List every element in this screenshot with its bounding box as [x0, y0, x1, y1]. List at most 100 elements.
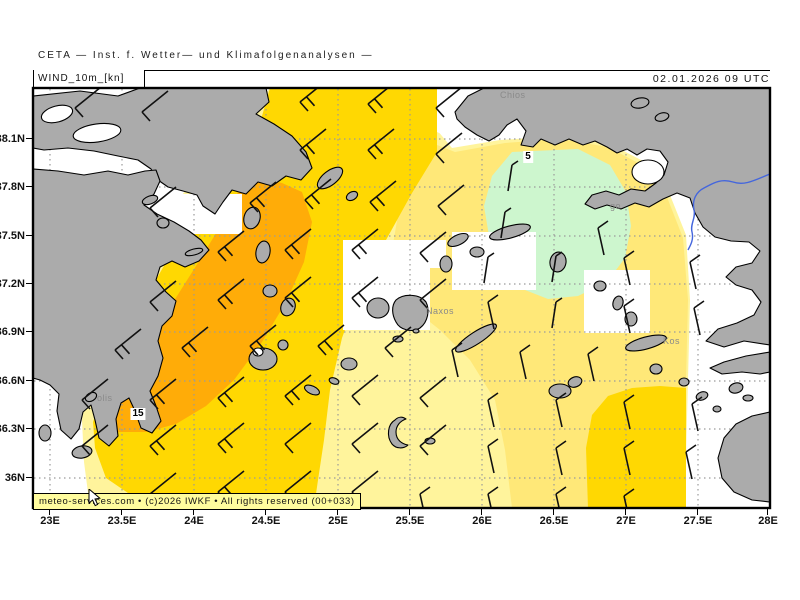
wind-barb — [149, 378, 177, 410]
wind-barb — [555, 486, 567, 507]
wind-barb — [551, 297, 563, 329]
lon-tick-label: 24E — [184, 515, 204, 527]
wind-barb — [597, 220, 609, 256]
lon-tick — [265, 509, 266, 515]
wind-barb — [587, 346, 599, 382]
institute-title: CETA — Inst. f. Wetter— und Klimafolgena… — [38, 50, 374, 61]
lat-tick — [26, 380, 32, 381]
lon-tick — [553, 509, 554, 515]
wind-barb — [249, 181, 277, 213]
credit-bar: meteo-services.com • (c)2026 IWKF • All … — [33, 493, 361, 510]
land-datca — [709, 351, 769, 375]
wind-barb — [74, 89, 100, 118]
lat-tick — [26, 235, 32, 236]
place-label: olis — [97, 393, 113, 403]
lat-tick-label: 38.1N — [0, 133, 25, 145]
wind-barb — [351, 374, 379, 406]
wind-barb — [689, 254, 701, 290]
wind-barb — [419, 278, 447, 310]
wind-barb — [623, 394, 635, 430]
wind-barb — [555, 440, 567, 476]
wind-contour-label: 5 — [523, 151, 533, 163]
wind-barb — [284, 276, 312, 308]
lat-tick-label: 36.6N — [0, 375, 25, 387]
lat-tick — [26, 186, 32, 187]
wind-barb — [487, 486, 499, 507]
wind-barb — [483, 252, 495, 284]
wind-barb — [369, 180, 397, 212]
lon-tick — [409, 509, 410, 515]
lon-tick — [625, 509, 626, 515]
wind-barb — [623, 250, 635, 286]
wind-barb — [367, 89, 388, 114]
lat-tick-label: 36.3N — [0, 423, 25, 435]
lon-tick — [193, 509, 194, 515]
wind-barb — [249, 324, 277, 356]
wind-barb — [623, 440, 635, 476]
wind-barbs — [74, 89, 705, 507]
wind-barb — [551, 251, 563, 283]
wind-barb — [284, 228, 312, 260]
wind-barb — [437, 184, 465, 216]
wind-barb — [284, 422, 312, 454]
lon-tick-label: 24.5E — [251, 515, 281, 527]
lon-tick — [337, 509, 338, 515]
lon-tick-label: 27E — [616, 515, 636, 527]
lat-tick — [26, 331, 32, 332]
lon-tick-label: 23.5E — [107, 515, 137, 527]
wind-barb — [181, 326, 209, 358]
lon-tick-label: 25.5E — [395, 515, 425, 527]
wind-barb — [351, 276, 379, 308]
wind-barb — [81, 424, 109, 456]
lat-tick-label: 37.8N — [0, 181, 25, 193]
wind-barb — [487, 294, 499, 330]
wind-barb — [114, 328, 142, 360]
wind-barb — [149, 186, 177, 218]
lat-tick-label: 37.5N — [0, 230, 25, 242]
wind-barb — [217, 230, 245, 262]
lon-tick-label: 28E — [758, 515, 778, 527]
lon-tick-label: 27.5E — [683, 515, 713, 527]
wind-barb — [685, 444, 697, 480]
wind-barb — [555, 392, 567, 428]
wind-barb — [419, 376, 447, 408]
wind-barb — [419, 231, 447, 263]
wind-barb — [435, 132, 463, 164]
wind-barb — [487, 438, 499, 474]
wind-barb — [141, 90, 169, 122]
place-label: go — [610, 201, 622, 211]
lat-tick — [26, 428, 32, 429]
wind-barb — [691, 396, 703, 432]
header-rule — [33, 70, 770, 71]
wind-barb — [351, 228, 379, 260]
wind-barb — [304, 178, 332, 210]
wind-barb — [81, 378, 109, 410]
lon-tick — [767, 509, 768, 515]
wind-barb — [351, 422, 379, 454]
wind-barb — [623, 298, 635, 334]
wind-barb — [217, 422, 245, 454]
lat-tick-label: 36.9N — [0, 326, 25, 338]
wind-barb — [419, 424, 447, 456]
lon-tick-label: 23E — [40, 515, 60, 527]
land-mainland-greece — [34, 89, 313, 215]
wind-barb — [419, 486, 431, 507]
wind-barb — [623, 488, 635, 507]
lat-tick — [26, 138, 32, 139]
lat-tick — [26, 477, 32, 478]
wind-barb — [217, 278, 245, 310]
mouse-cursor — [88, 489, 101, 507]
river-line — [687, 173, 769, 251]
wind-barb — [367, 128, 395, 160]
lon-tick — [121, 509, 122, 515]
lat-tick-label: 36N — [4, 472, 25, 484]
wind-barb — [384, 326, 412, 358]
lon-tick — [481, 509, 482, 515]
land-asia-minor — [454, 89, 769, 348]
wind-barb — [451, 342, 463, 378]
wind-barb — [149, 424, 177, 456]
place-label: Naxos — [426, 306, 455, 316]
lon-tick-label: 26E — [472, 515, 492, 527]
wind-barb — [519, 344, 531, 380]
